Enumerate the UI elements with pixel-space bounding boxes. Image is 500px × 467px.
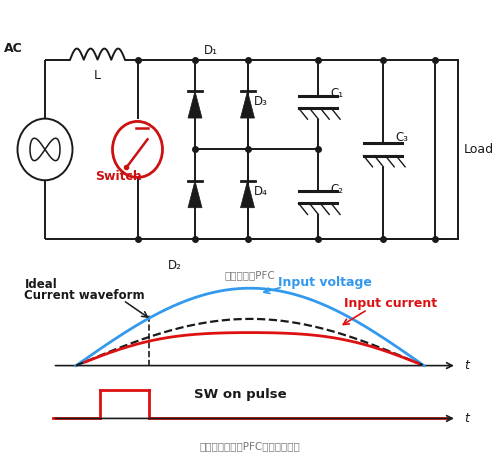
Text: SW on pulse: SW on pulse (194, 388, 286, 401)
Text: D₃: D₃ (254, 95, 268, 108)
Text: Current waveform: Current waveform (24, 289, 145, 302)
Polygon shape (240, 181, 254, 208)
Text: D₂: D₂ (168, 259, 181, 272)
Text: Ideal: Ideal (24, 278, 57, 291)
Text: C₁: C₁ (330, 87, 343, 100)
Text: Input voltage: Input voltage (278, 276, 372, 289)
Text: 部分开关式PFC: 部分开关式PFC (224, 270, 276, 281)
Text: t: t (464, 359, 468, 372)
Text: D₁: D₁ (204, 44, 218, 57)
Text: 使用部分开关式PFC后的电流波形: 使用部分开关式PFC后的电流波形 (200, 441, 300, 451)
FancyBboxPatch shape (435, 60, 458, 239)
Text: C₂: C₂ (330, 183, 343, 196)
Text: Input current: Input current (344, 297, 437, 310)
Text: C₃: C₃ (395, 131, 408, 144)
Text: t: t (464, 412, 468, 425)
Polygon shape (188, 181, 202, 208)
Text: Switch: Switch (95, 170, 142, 183)
Text: D₄: D₄ (254, 185, 268, 198)
Text: Load: Load (464, 143, 494, 156)
Text: AC: AC (4, 42, 23, 55)
Text: L: L (94, 70, 101, 82)
Polygon shape (188, 91, 202, 118)
Polygon shape (240, 91, 254, 118)
